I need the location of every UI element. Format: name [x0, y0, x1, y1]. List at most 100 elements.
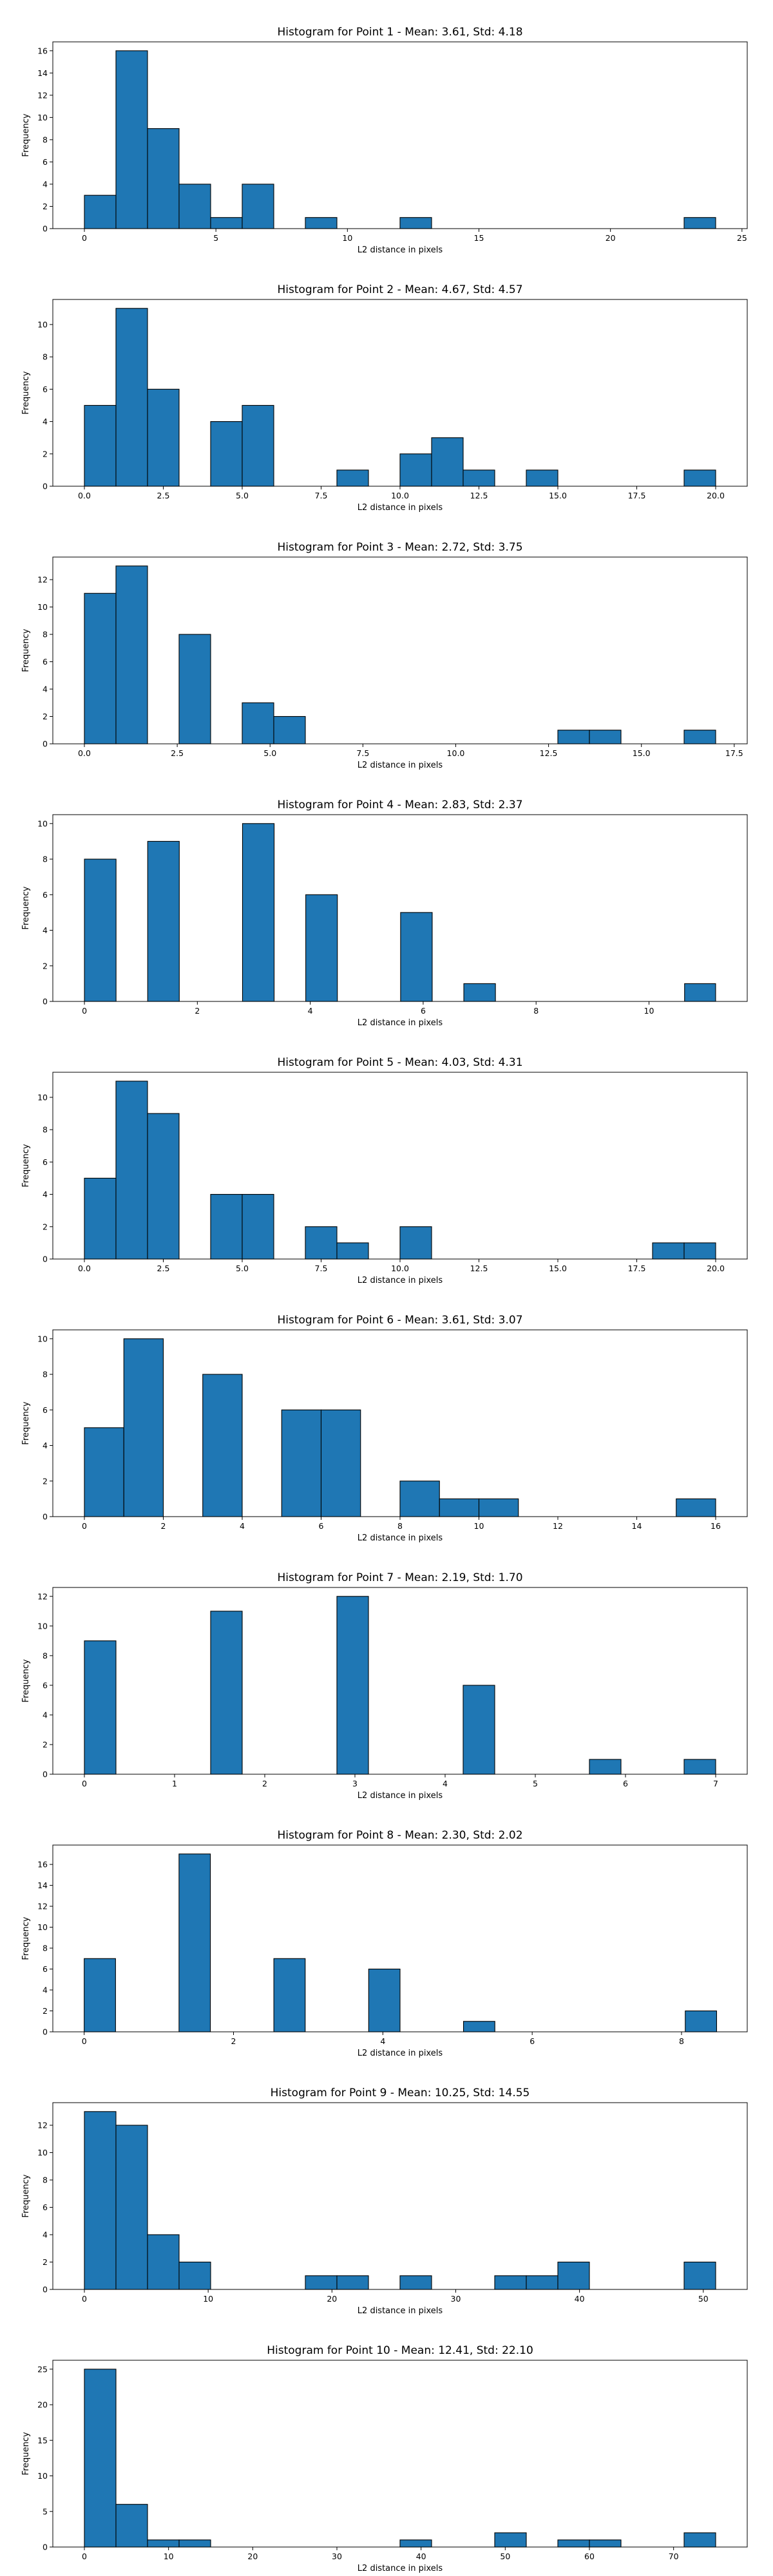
- x-tick-label: 20: [247, 2552, 258, 2561]
- x-tick-label: 12.5: [540, 748, 558, 758]
- x-tick-label: 7: [713, 1779, 718, 1788]
- x-tick-label: 30: [332, 2552, 342, 2561]
- x-tick-label: 25: [737, 233, 747, 243]
- histogram-bar: [463, 469, 495, 487]
- histogram-panel: Histogram for Point 6 - Mean: 3.61, Std:…: [0, 1288, 773, 1546]
- y-tick-label: 8: [43, 352, 48, 362]
- y-tick-label: 10: [37, 113, 48, 122]
- y-tick-label: 10: [37, 2148, 48, 2157]
- x-tick-label: 6: [623, 1779, 628, 1788]
- plot-frame: [52, 814, 748, 1002]
- y-axis-label: Frequency: [21, 2432, 31, 2475]
- y-tick-label: 12: [37, 575, 48, 585]
- x-tick-label: 17.5: [725, 748, 743, 758]
- y-tick-label: 14: [37, 1880, 48, 1890]
- x-tick-label: 0.0: [78, 1264, 91, 1273]
- histogram-bar: [147, 1113, 180, 1260]
- x-tick-label: 0: [82, 2552, 87, 2561]
- y-tick-label: 2: [43, 961, 48, 971]
- histogram-bar: [84, 1177, 117, 1260]
- y-tick-label: 10: [37, 1334, 48, 1343]
- histogram-bar: [478, 1498, 519, 1517]
- histogram-bar: [305, 894, 338, 1002]
- histogram-bar: [242, 404, 274, 487]
- histogram-bar: [178, 184, 211, 229]
- histogram-bar: [399, 217, 432, 229]
- histogram-bar: [115, 2504, 148, 2548]
- y-tick-label: 0: [43, 482, 48, 491]
- y-tick-label: 10: [37, 1092, 48, 1102]
- histogram-bar: [463, 2021, 495, 2032]
- x-tick-label: 12.5: [470, 1264, 488, 1273]
- histogram-bar: [115, 565, 148, 744]
- x-tick-label: 0: [82, 233, 87, 243]
- histogram-chart: Histogram for Point 1 - Mean: 3.61, Std:…: [21, 26, 748, 255]
- y-tick-label: 10: [37, 1621, 48, 1631]
- y-tick-label: 0: [43, 997, 48, 1007]
- y-tick-label: 5: [43, 2506, 48, 2516]
- y-tick-label: 0: [43, 1512, 48, 1522]
- y-tick-label: 0: [43, 1255, 48, 1264]
- x-axis-label: L2 distance in pixels: [358, 2564, 443, 2573]
- histogram-bar: [683, 469, 716, 487]
- histogram-bar: [526, 2275, 558, 2290]
- histogram-bar: [431, 437, 464, 487]
- y-tick-label: 16: [37, 1860, 48, 1870]
- x-tick-label: 50: [500, 2552, 510, 2561]
- y-tick-label: 4: [43, 685, 48, 694]
- x-tick-label: 10: [644, 1006, 654, 1016]
- histogram-bar: [589, 730, 622, 744]
- y-tick-label: 8: [43, 1944, 48, 1953]
- x-axis-label: L2 distance in pixels: [358, 1791, 443, 1801]
- y-axis-label: Frequency: [21, 113, 31, 156]
- y-axis-label: Frequency: [21, 1144, 31, 1187]
- x-tick-label: 0: [82, 1006, 87, 1016]
- histogram-bar: [115, 1081, 148, 1260]
- x-tick-label: 15: [474, 233, 484, 243]
- x-tick-label: 0: [82, 1779, 87, 1788]
- y-tick-label: 16: [37, 46, 48, 55]
- histogram-bar: [115, 50, 148, 229]
- histogram-bar: [84, 2369, 117, 2548]
- x-tick-label: 2: [231, 2036, 236, 2046]
- x-tick-label: 14: [632, 1521, 642, 1531]
- plot-frame: [52, 556, 748, 744]
- histogram-bar: [178, 634, 211, 744]
- histogram-bar: [84, 404, 117, 487]
- x-axis-label: L2 distance in pixels: [358, 2306, 443, 2316]
- histogram-panel: Histogram for Point 8 - Mean: 2.30, Std:…: [0, 1803, 773, 2061]
- histogram-bar: [210, 217, 243, 229]
- y-tick-label: 6: [43, 1157, 48, 1167]
- y-tick-label: 10: [37, 602, 48, 612]
- y-tick-label: 6: [43, 157, 48, 167]
- x-tick-label: 4: [240, 1521, 245, 1531]
- histogram-bar: [305, 1226, 338, 1260]
- x-tick-label: 10: [342, 233, 352, 243]
- y-tick-label: 8: [43, 1125, 48, 1135]
- histogram-bar: [368, 1968, 401, 2032]
- histogram-bar: [557, 2261, 590, 2290]
- y-tick-label: 4: [43, 1189, 48, 1199]
- x-axis-label: L2 distance in pixels: [358, 503, 443, 513]
- y-tick-label: 2: [43, 2257, 48, 2267]
- histogram-bar: [652, 1242, 685, 1260]
- y-tick-label: 4: [43, 179, 48, 189]
- histogram-bar: [683, 2261, 716, 2290]
- x-tick-label: 6: [530, 2036, 535, 2046]
- histogram-bar: [683, 2532, 716, 2548]
- y-tick-label: 8: [43, 855, 48, 864]
- x-tick-label: 10: [474, 1521, 484, 1531]
- histogram-panel: Histogram for Point 1 - Mean: 3.61, Std:…: [0, 0, 773, 258]
- histogram-bar: [463, 1685, 495, 1775]
- histogram-bar: [210, 1194, 243, 1260]
- histogram-bar: [242, 823, 275, 1002]
- y-tick-label: 6: [43, 890, 48, 900]
- histogram-bar: [84, 1640, 117, 1775]
- histogram-bar: [399, 2275, 432, 2290]
- x-tick-label: 10.0: [391, 491, 409, 500]
- x-tick-label: 17.5: [628, 491, 646, 500]
- y-tick-label: 0: [43, 2285, 48, 2295]
- x-tick-label: 40: [416, 2552, 426, 2561]
- y-tick-label: 6: [43, 384, 48, 394]
- x-tick-label: 8: [679, 2036, 684, 2046]
